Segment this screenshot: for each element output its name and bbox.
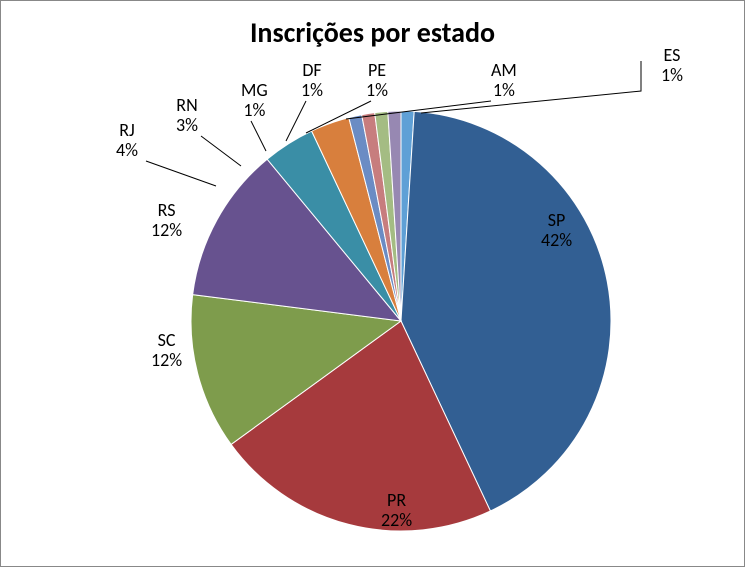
slice-label-pct: 1% [661,66,683,86]
slice-label-pct: 1% [241,101,268,121]
leader-line [201,136,241,166]
slice-label-name: AM [491,61,517,81]
leader-line [146,161,216,186]
slice-label-name: DF [301,61,323,81]
slice-label-rn: RN3% [176,96,198,136]
leader-line [251,121,266,151]
slice-label-pct: 4% [116,141,138,161]
slice-label-sp: SP42% [541,211,572,251]
slice-label-pe: PE1% [366,61,388,101]
slice-label-pct: 42% [541,231,572,251]
slice-label-name: ES [661,46,683,66]
slice-label-pct: 12% [151,221,182,241]
slice-label-name: PE [366,61,388,81]
slice-label-pct: 1% [491,81,517,101]
slice-label-pct: 1% [366,81,388,101]
slice-label-name: PR [381,491,412,511]
slice-label-name: RS [151,201,182,221]
slice-label-pct: 12% [151,351,182,371]
slice-label-name: SP [541,211,572,231]
slice-label-am: AM1% [491,61,517,101]
slice-label-es: ES1% [661,46,683,86]
slice-label-rj: RJ4% [116,121,138,161]
slice-label-pr: PR22% [381,491,412,531]
slice-label-df: DF1% [301,61,323,101]
slice-label-pct: 1% [301,81,323,101]
slice-label-rs: RS12% [151,201,182,241]
slice-label-sc: SC12% [151,331,182,371]
slice-label-mg: MG1% [241,81,268,121]
slice-label-name: SC [151,331,182,351]
slice-label-pct: 3% [176,116,198,136]
slice-label-name: RN [176,96,198,116]
chart-container: Inscrições por estado ES1%SP42%PR22%SC12… [0,0,745,567]
slice-label-name: MG [241,81,268,101]
slice-label-pct: 22% [381,511,412,531]
slice-label-name: RJ [116,121,138,141]
